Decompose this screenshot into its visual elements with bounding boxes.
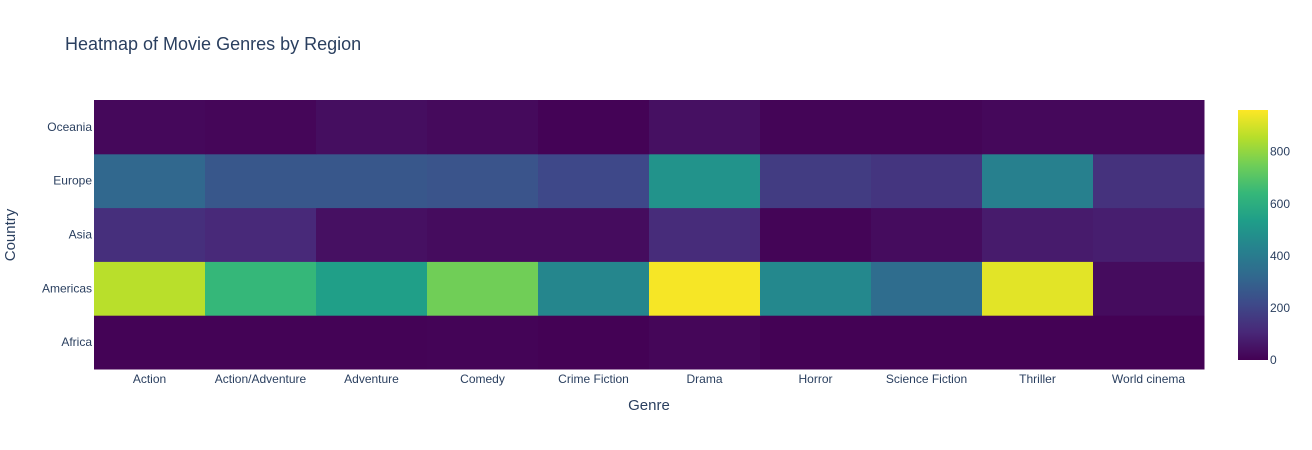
heatmap-cell-oceania-0: [94, 100, 206, 155]
colorbar-tick-label: 600: [1270, 197, 1290, 211]
heatmap-cell-africa-0: [94, 315, 206, 370]
heatmap-cell-oceania-3: [427, 100, 539, 155]
heatmap-cell-asia-1: [205, 207, 317, 262]
heatmap-cell-asia-0: [94, 207, 206, 262]
heatmap-cell-oceania-8: [982, 100, 1094, 155]
heatmap-cell-asia-9: [1093, 207, 1205, 262]
heatmap-cell-americas-9: [1093, 261, 1205, 316]
heatmap-cell-oceania-5: [649, 100, 761, 155]
heatmap-cell-oceania-4: [538, 100, 650, 155]
y-tick-labels: Africa Americas Asia Europe Oceania: [42, 120, 92, 349]
x-tick-label: Science Fiction: [886, 372, 967, 386]
heatmap-cell-europe-4: [538, 153, 650, 209]
heatmap-cell-europe-9: [1093, 153, 1205, 209]
colorbar-tick-label: 200: [1270, 301, 1290, 315]
heatmap-cell-oceania-9: [1093, 100, 1205, 155]
x-tick-label: Thriller: [1019, 372, 1056, 386]
x-tick-label: Drama: [686, 372, 722, 386]
heatmap-cell-africa-2: [316, 315, 428, 370]
heatmap-cell-asia-8: [982, 207, 1094, 262]
heatmap-cell-africa-4: [538, 315, 650, 370]
y-tick-label: Africa: [61, 335, 92, 349]
heatmap-cell-asia-6: [760, 207, 872, 262]
heatmap-cell-asia-7: [871, 207, 983, 262]
y-tick-label: Europe: [53, 174, 92, 188]
x-tick-label: Horror: [798, 372, 832, 386]
heatmap-cell-asia-3: [427, 207, 539, 262]
x-tick-label: Action/Adventure: [215, 372, 307, 386]
y-tick-label: Asia: [69, 228, 93, 242]
heatmap-cell-americas-2: [316, 261, 428, 316]
y-axis-title: Country: [2, 208, 19, 261]
heatmap-cell-europe-1: [205, 153, 317, 209]
heatmap-cell-americas-6: [760, 261, 872, 316]
heatmap-cell-europe-0: [94, 153, 206, 209]
chart-title: Heatmap of Movie Genres by Region: [65, 34, 361, 54]
colorbar-tick-label: 0: [1270, 353, 1277, 367]
heatmap-cell-americas-0: [94, 261, 206, 316]
heatmap-cell-americas-7: [871, 261, 983, 316]
heatmap-cell-europe-8: [982, 153, 1094, 209]
heatmap-cell-americas-4: [538, 261, 650, 316]
heatmap-cell-americas-5: [649, 261, 761, 316]
heatmap-cell-americas-1: [205, 261, 317, 316]
heatmap-cell-africa-6: [760, 315, 872, 370]
heatmap-cells: [94, 100, 1205, 370]
heatmap-cell-africa-5: [649, 315, 761, 370]
heatmap-cell-europe-2: [316, 153, 428, 209]
x-tick-label: Comedy: [460, 372, 505, 386]
heatmap-cell-europe-3: [427, 153, 539, 209]
colorbar-tick-label: 400: [1270, 249, 1290, 263]
heatmap-cell-europe-5: [649, 153, 761, 209]
heatmap-cell-africa-9: [1093, 315, 1205, 370]
y-tick-label: Americas: [42, 281, 92, 295]
heatmap-cell-americas-3: [427, 261, 539, 316]
heatmap-cell-oceania-7: [871, 100, 983, 155]
colorbar-tick-labels: 0 200 400 600 800: [1270, 145, 1290, 367]
x-tick-label: Crime Fiction: [558, 372, 629, 386]
colorbar: 0 200 400 600 800: [1238, 110, 1290, 367]
heatmap-cell-asia-5: [649, 207, 761, 262]
heatmap-cell-oceania-2: [316, 100, 428, 155]
x-axis-title: Genre: [628, 397, 670, 414]
colorbar-gradient: [1238, 110, 1268, 360]
heatmap-cell-africa-8: [982, 315, 1094, 370]
heatmap-cell-asia-2: [316, 207, 428, 262]
x-tick-label: Adventure: [344, 372, 399, 386]
colorbar-tick-label: 800: [1270, 145, 1290, 159]
x-tick-label: World cinema: [1112, 372, 1185, 386]
heatmap-cell-africa-3: [427, 315, 539, 370]
x-tick-labels: Action Action/Adventure Adventure Comedy Cri…: [133, 372, 1186, 386]
x-tick-label: Action: [133, 372, 166, 386]
heatmap-cell-oceania-1: [205, 100, 317, 155]
heatmap-cell-oceania-6: [760, 100, 872, 155]
heatmap-cell-europe-7: [871, 153, 983, 209]
y-tick-label: Oceania: [47, 120, 92, 134]
heatmap-cell-africa-7: [871, 315, 983, 370]
heatmap-cell-europe-6: [760, 153, 872, 209]
heatmap-cell-africa-1: [205, 315, 317, 370]
heatmap-cell-asia-4: [538, 207, 650, 262]
heatmap-cell-americas-8: [982, 261, 1094, 316]
